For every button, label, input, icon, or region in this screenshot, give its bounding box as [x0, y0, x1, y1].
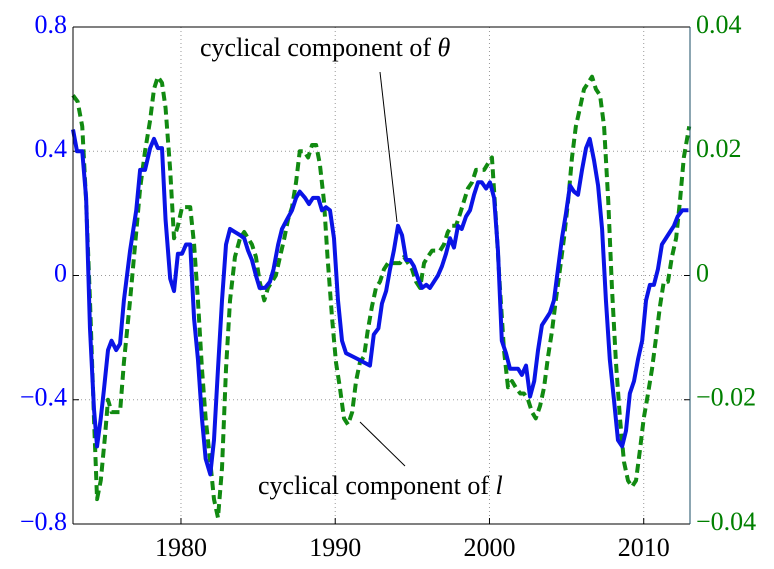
series-line [71, 74, 692, 520]
x-tick-label: 1990 [309, 533, 361, 562]
y-tick-label: −0.8 [20, 507, 67, 536]
y2-tick-label: 0 [696, 258, 709, 287]
y-tick-label: −0.4 [20, 383, 67, 412]
annotation-symbol: l [496, 471, 503, 500]
x-tick-label: 2000 [463, 533, 515, 562]
annotations: cyclical component of θ cyclical compone… [200, 33, 503, 500]
x-tick-label: 2010 [618, 533, 670, 562]
y2-tick-label: −0.02 [696, 383, 756, 412]
annotation-text: cyclical component of [258, 471, 496, 500]
y-tick-label: 0.8 [35, 10, 68, 39]
annotation-pointer [379, 71, 398, 223]
annotation-pointer [359, 421, 406, 467]
annotation-symbol: θ [438, 33, 451, 62]
y-tick-label: 0.4 [35, 134, 68, 163]
y2-tick-label: −0.04 [696, 507, 756, 536]
y-tick-label: 0 [54, 258, 67, 287]
y2-tick-label: 0.02 [696, 134, 742, 163]
series-line [71, 129, 689, 477]
x-tick-label: 1980 [155, 533, 207, 562]
annotation: cyclical component of l [258, 471, 503, 500]
y2-tick-label: 0.04 [696, 10, 742, 39]
annotation: cyclical component of θ [200, 33, 451, 62]
annotation-text: cyclical component of [200, 33, 438, 62]
